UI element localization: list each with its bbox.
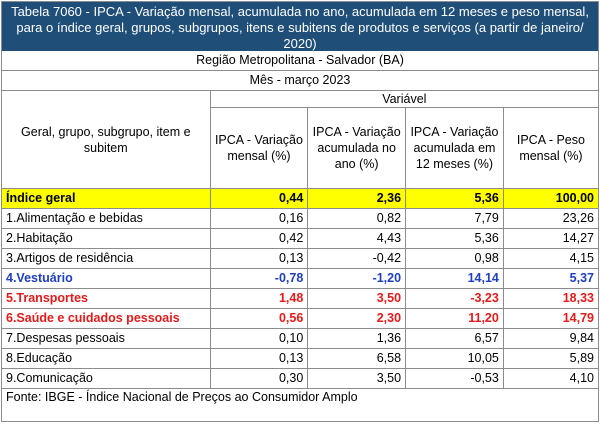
row-label: 1.Alimentação e bebidas: [2, 208, 211, 229]
value-acum-12m: 5,36: [405, 228, 504, 249]
value-peso: 9,84: [502, 328, 598, 349]
value-acum-12m: -3,23: [405, 288, 504, 309]
value-acum-12m: 7,79: [405, 208, 504, 229]
header-col-acum-12m: IPCA - Variação acumulada em 12 meses (%…: [405, 107, 504, 189]
value-mensal: 0,42: [209, 228, 309, 249]
table-row: 6.Saúde e cuidados pessoais 0,56 2,30 11,20…: [2, 308, 598, 329]
table-row: 2.Habitação 0,42 4,43 5,36 14,27: [2, 228, 598, 249]
value-acum-ano: -0,42: [307, 248, 407, 269]
value-acum-12m: 10,05: [405, 348, 504, 369]
value-acum-ano: 2,36: [307, 188, 407, 209]
value-acum-ano: 6,58: [307, 348, 407, 369]
value-mensal: 1,48: [209, 288, 309, 309]
value-acum-12m: 11,20: [405, 308, 504, 329]
month-label: Mês - março 2023: [2, 71, 598, 91]
value-mensal: 0,44: [209, 188, 309, 209]
value-acum-ano: -1,20: [307, 268, 407, 289]
value-peso: 4,15: [502, 248, 598, 269]
row-label: 3.Artigos de residência: [2, 248, 211, 269]
region-label: Região Metropolitana - Salvador (BA): [2, 51, 598, 71]
table-row: 9.Comunicação 0,30 3,50 -0,53 4,10: [2, 368, 598, 389]
value-acum-ano: 0,82: [307, 208, 407, 229]
value-peso: 23,26: [502, 208, 598, 229]
value-acum-12m: 14,14: [405, 268, 504, 289]
value-peso: 14,27: [502, 228, 598, 249]
value-acum-12m: 6,57: [405, 328, 504, 349]
header-col-acum-ano: IPCA - Variação acumulada no ano (%): [307, 107, 407, 189]
value-acum-ano: 3,50: [307, 368, 407, 389]
value-acum-ano: 1,36: [307, 328, 407, 349]
value-acum-ano: 4,43: [307, 228, 407, 249]
value-peso: 14,79: [502, 308, 598, 329]
row-label: 4.Vestuário: [2, 268, 211, 289]
value-acum-ano: 2,30: [307, 308, 407, 329]
row-label: 6.Saúde e cuidados pessoais: [2, 308, 211, 329]
value-mensal: -0,78: [209, 268, 309, 289]
header-variavel: Variável: [209, 91, 598, 108]
row-label: 7.Despesas pessoais: [2, 328, 211, 349]
value-mensal: 0,13: [209, 348, 309, 369]
row-label: 9.Comunicação: [2, 368, 211, 389]
row-label: 5.Transportes: [2, 288, 211, 309]
row-label: 8.Educação: [2, 348, 211, 369]
table-row: 5.Transportes 1,48 3,50 -3,23 18,33: [2, 288, 598, 309]
value-peso: 100,00: [502, 188, 598, 209]
value-acum-12m: 5,36: [405, 188, 504, 209]
table-row: 7.Despesas pessoais 0,10 1,36 6,57 9,84: [2, 328, 598, 349]
value-mensal: 0,10: [209, 328, 309, 349]
row-label: 2.Habitação: [2, 228, 211, 249]
value-mensal: 0,13: [209, 248, 309, 269]
table-row: 8.Educação 0,13 6,58 10,05 5,89: [2, 348, 598, 369]
ipca-table: Geral, grupo, subgrupo, item e subitem V…: [2, 91, 598, 389]
value-acum-12m: -0,53: [405, 368, 504, 389]
header-first-col: Geral, grupo, subgrupo, item e subitem: [2, 91, 211, 189]
source-note: Fonte: IBGE - Índice Nacional de Preços …: [6, 390, 358, 404]
row-label: Índice geral: [2, 188, 211, 209]
value-peso: 5,89: [502, 348, 598, 369]
header-col-mensal: IPCA - Variação mensal (%): [210, 107, 309, 189]
value-peso: 4,10: [502, 368, 598, 389]
value-acum-12m: 0,98: [405, 248, 504, 269]
value-peso: 18,33: [502, 288, 598, 309]
value-mensal: 0,16: [209, 208, 309, 229]
table-title: Tabela 7060 - IPCA - Variação mensal, ac…: [2, 2, 598, 51]
table-row: 4.Vestuário -0,78 -1,20 14,14 5,37: [2, 268, 598, 289]
value-acum-ano: 3,50: [307, 288, 407, 309]
value-mensal: 0,30: [209, 368, 309, 389]
value-mensal: 0,56: [209, 308, 309, 329]
table-row: 1.Alimentação e bebidas 0,16 0,82 7,79 23,26: [2, 208, 598, 229]
header-col-peso: IPCA - Peso mensal (%): [502, 107, 598, 189]
value-peso: 5,37: [502, 268, 598, 289]
table-row: 3.Artigos de residência 0,13 -0,42 0,98 4,15: [2, 248, 598, 269]
table-row: Índice geral 0,44 2,36 5,36 100,00: [2, 188, 598, 209]
